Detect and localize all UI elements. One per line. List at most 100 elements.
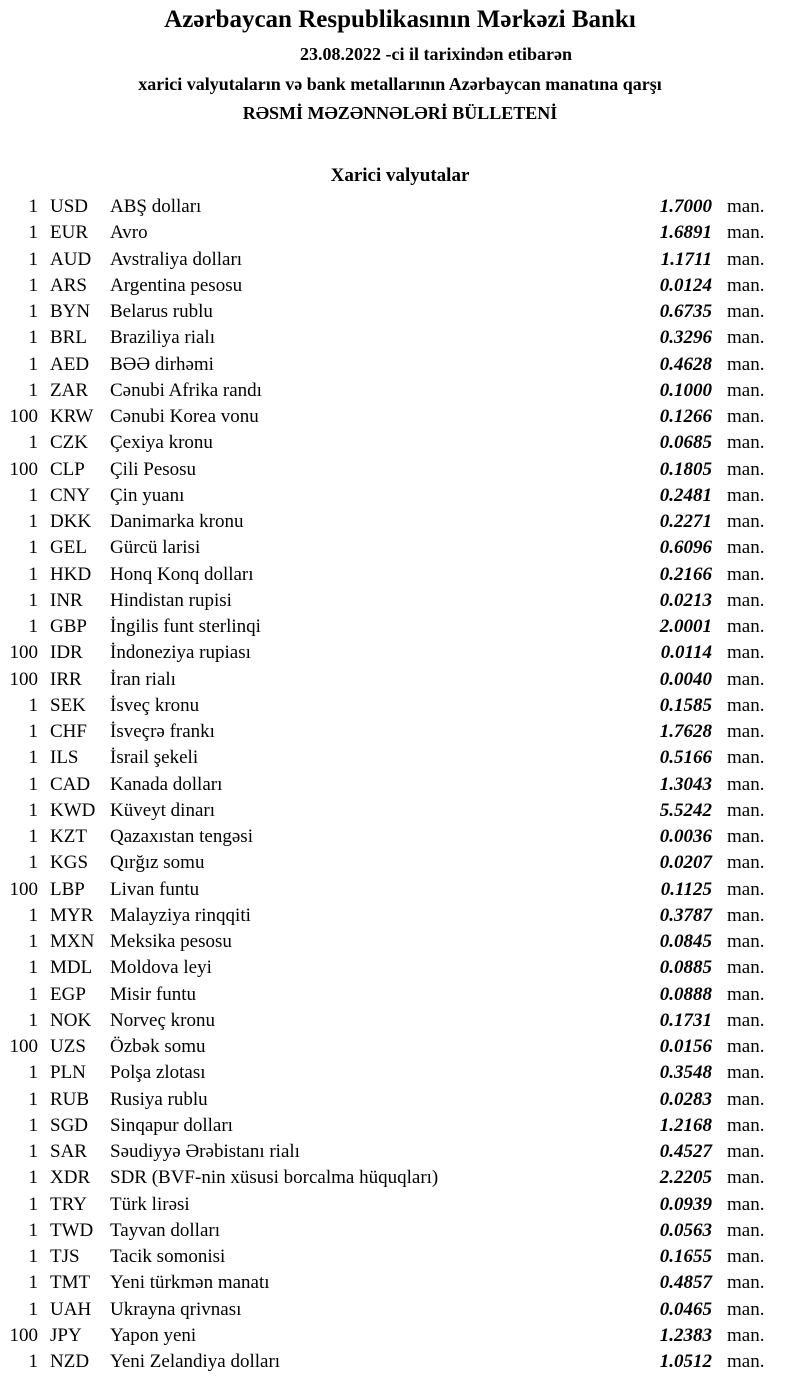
currency-code: MYR — [50, 904, 94, 926]
currency-code: TRY — [50, 1193, 87, 1215]
currency-name: Çexiya kronu — [110, 432, 213, 454]
exchange-rate: 0.0036 — [659, 826, 712, 847]
currency-code: HKD — [50, 563, 92, 585]
currency-code: IDR — [50, 642, 83, 664]
currency-amount: 100 — [9, 406, 39, 427]
currency-amount: 1 — [28, 1088, 39, 1110]
currency-amount: 1 — [28, 222, 39, 244]
rate-row: 1 KZT Qazaxıstan tengəsi 0.0036 man. — [0, 824, 800, 850]
exchange-rate: 0.0156 — [659, 1036, 712, 1057]
rate-row: 1 KWD Küveyt dinarı 5.5242 man. — [0, 798, 800, 824]
currency-code: EGP — [50, 983, 86, 1005]
unit-label: man. — [727, 484, 765, 506]
currency-amount: 100 — [9, 642, 39, 664]
exchange-rate: 0.0465 — [659, 1298, 712, 1320]
rate-row: 1 EUR Avro 1.6891 man. — [0, 220, 800, 246]
unit-label: man. — [727, 694, 765, 716]
rate-row: 1 NZD Yeni Zelandiya dolları 1.0512 man. — [0, 1349, 800, 1375]
currency-name: Malayziya rinqqiti — [110, 904, 251, 926]
currency-code: ILS — [50, 747, 79, 769]
unit-label: man. — [727, 274, 765, 296]
currency-name: ABŞ dolları — [110, 196, 202, 217]
currency-name: Cənubi Korea vonu — [110, 406, 259, 427]
currency-name: Braziliya rialı — [110, 327, 215, 349]
currency-amount: 1 — [28, 694, 39, 716]
exchange-rate: 0.4857 — [659, 1272, 712, 1294]
currency-code: IRR — [50, 668, 82, 690]
currency-name: İngilis funt sterlinqi — [110, 616, 261, 637]
unit-label: man. — [727, 1114, 765, 1136]
currency-amount: 1 — [28, 957, 39, 979]
rate-row: 1 NOK Norveç kronu 0.1731 man. — [0, 1008, 800, 1034]
rate-row: 1 EGP Misir funtu 0.0888 man. — [0, 982, 800, 1008]
currency-amount: 100 — [9, 1036, 39, 1057]
currency-code: MDL — [50, 957, 93, 979]
rate-row: 1 ILS İsrail şekeli 0.5166 man. — [0, 745, 800, 771]
currency-code: CAD — [50, 773, 91, 795]
currency-code: NOK — [50, 1009, 92, 1031]
currency-code: KZT — [50, 826, 87, 847]
currency-amount: 1 — [28, 616, 39, 637]
currency-name: Səudiyyə Ərəbistanı rialı — [110, 1141, 300, 1162]
currency-name: Rusiya rublu — [110, 1088, 208, 1110]
currency-name: Yapon yeni — [110, 1324, 197, 1346]
exchange-rate: 1.2383 — [659, 1324, 712, 1346]
exchange-rate: 0.1266 — [659, 406, 712, 427]
currency-code: TWD — [50, 1219, 94, 1241]
exchange-rate: 1.2168 — [659, 1114, 712, 1136]
rate-row: 1 CHF İsveçrə frankı 1.7628 man. — [0, 719, 800, 745]
unit-label: man. — [727, 196, 765, 217]
currency-code: UZS — [50, 1036, 86, 1057]
currency-code: SAR — [50, 1141, 87, 1162]
exchange-rate: 0.0283 — [659, 1088, 712, 1110]
currency-name: Danimarka kronu — [110, 511, 244, 532]
currency-amount: 100 — [9, 668, 39, 690]
currency-code: MXN — [50, 931, 95, 952]
currency-name: Çin yuanı — [110, 484, 185, 506]
unit-label: man. — [727, 957, 765, 979]
unit-label: man. — [727, 983, 765, 1005]
currency-code: KGS — [50, 852, 89, 874]
exchange-rate: 0.1125 — [660, 878, 712, 900]
currency-code: SEK — [50, 694, 86, 716]
currency-name: Norveç kronu — [110, 1009, 215, 1031]
currency-code: XDR — [50, 1167, 91, 1189]
unit-label: man. — [727, 301, 765, 322]
unit-label: man. — [727, 1009, 765, 1031]
currency-name: Yeni türkmən manatı — [110, 1272, 270, 1294]
date-line: 23.08.2022 -ci il tarixindən etibarən — [300, 44, 572, 64]
currency-code: PLN — [50, 1062, 86, 1084]
exchange-rate: 0.5166 — [659, 747, 712, 769]
currency-name: İsrail şekeli — [110, 747, 199, 769]
currency-code: KRW — [50, 406, 94, 427]
currency-name: Polşa zlotası — [110, 1062, 206, 1084]
exchange-rate: 0.6096 — [659, 537, 712, 559]
rate-row: 1 BRL Braziliya rialı 0.3296 man. — [0, 325, 800, 351]
unit-label: man. — [727, 878, 765, 900]
currency-name: İsveç kronu — [110, 694, 200, 716]
currency-amount: 1 — [28, 1062, 39, 1084]
rate-row: 1 CNY Çin yuanı 0.2481 man. — [0, 483, 800, 509]
rate-row: 100 LBP Livan funtu 0.1125 man. — [0, 877, 800, 903]
exchange-rate: 0.0563 — [659, 1219, 712, 1241]
currency-amount: 1 — [28, 931, 39, 952]
unit-label: man. — [727, 353, 765, 375]
exchange-rate: 0.3548 — [659, 1062, 712, 1084]
currency-amount: 1 — [28, 1009, 39, 1031]
currency-amount: 1 — [28, 904, 39, 926]
currency-amount: 1 — [28, 1272, 39, 1294]
rate-row: 1 USD ABŞ dolları 1.7000 man. — [0, 194, 800, 220]
currency-code: CZK — [50, 432, 88, 454]
unit-label: man. — [727, 799, 765, 821]
section-title: Xarici valyutalar — [330, 165, 470, 186]
currency-amount: 100 — [9, 1324, 39, 1346]
currency-name: Cənubi Afrika randı — [110, 379, 262, 401]
unit-label: man. — [727, 1324, 765, 1346]
rate-row: 1 INR Hindistan rupisi 0.0213 man. — [0, 588, 800, 614]
unit-label: man. — [727, 406, 765, 427]
currency-name: Qazaxıstan tengəsi — [110, 826, 253, 847]
exchange-rate: 1.7628 — [659, 721, 712, 742]
currency-amount: 1 — [28, 799, 39, 821]
rate-row: 1 RUB Rusiya rublu 0.0283 man. — [0, 1087, 800, 1113]
bulletin-title: RƏSMİ MƏZƏNNƏLƏRİ BÜLLETENİ — [242, 103, 558, 123]
